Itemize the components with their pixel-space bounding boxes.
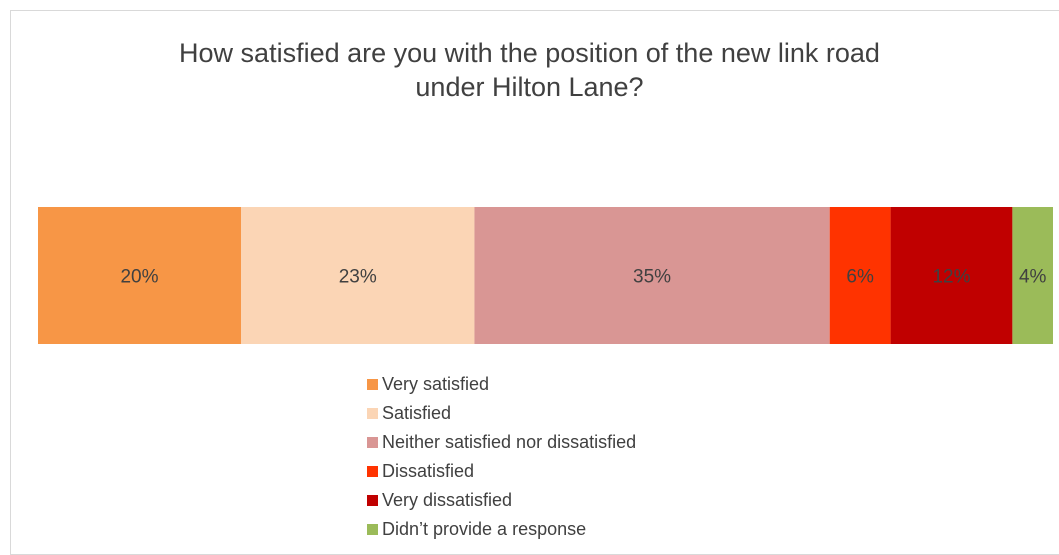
legend-item-5: Very dissatisfied — [367, 486, 636, 515]
bar-segment-5 — [890, 207, 1013, 344]
chart-title: How satisfied are you with the position … — [0, 36, 1059, 104]
bar-segment-6 — [1012, 207, 1053, 344]
bar-segment-label-3: 35% — [633, 267, 671, 288]
legend-label: Satisfied — [382, 403, 452, 423]
legend-label: Very dissatisfied — [382, 490, 513, 510]
bar-segment-4 — [829, 207, 891, 344]
legend-label: Neither satisfied nor dissatisfied — [382, 432, 637, 452]
bar-segment-2 — [241, 207, 475, 344]
bar-segment-label-5: 12% — [932, 267, 970, 288]
legend-swatch — [367, 466, 378, 477]
legend-item-2: Satisfied — [367, 399, 636, 428]
chart-title-line-2: under Hilton Lane? — [415, 72, 644, 102]
legend-item-1: Very satisfied — [367, 370, 636, 399]
legend-item-6: Didn’t provide a response — [367, 515, 636, 544]
legend-label: Didn’t provide a response — [382, 519, 587, 539]
legend-label: Very satisfied — [382, 374, 490, 394]
legend-item-3: Neither satisfied nor dissatisfied — [367, 428, 636, 457]
legend-swatch — [367, 524, 378, 535]
bar-segment-3 — [474, 207, 830, 344]
bar-segment-label-1: 20% — [120, 267, 158, 288]
legend-label: Dissatisfied — [382, 461, 475, 481]
bar-segment-label-2: 23% — [339, 267, 377, 288]
bar-segment-label-6: 4% — [1019, 267, 1047, 288]
legend-swatch — [367, 495, 378, 506]
legend-swatch — [367, 437, 378, 448]
legend-swatch — [367, 379, 378, 390]
chart-title-line-1: How satisfied are you with the position … — [179, 38, 880, 68]
chart-legend: Very satisfied Satisfied Neither satisfied… — [367, 370, 636, 544]
legend-item-4: Dissatisfied — [367, 457, 636, 486]
bar-segment-1 — [38, 207, 241, 344]
legend-swatch — [367, 408, 378, 419]
bar-segment-label-4: 6% — [846, 267, 874, 288]
